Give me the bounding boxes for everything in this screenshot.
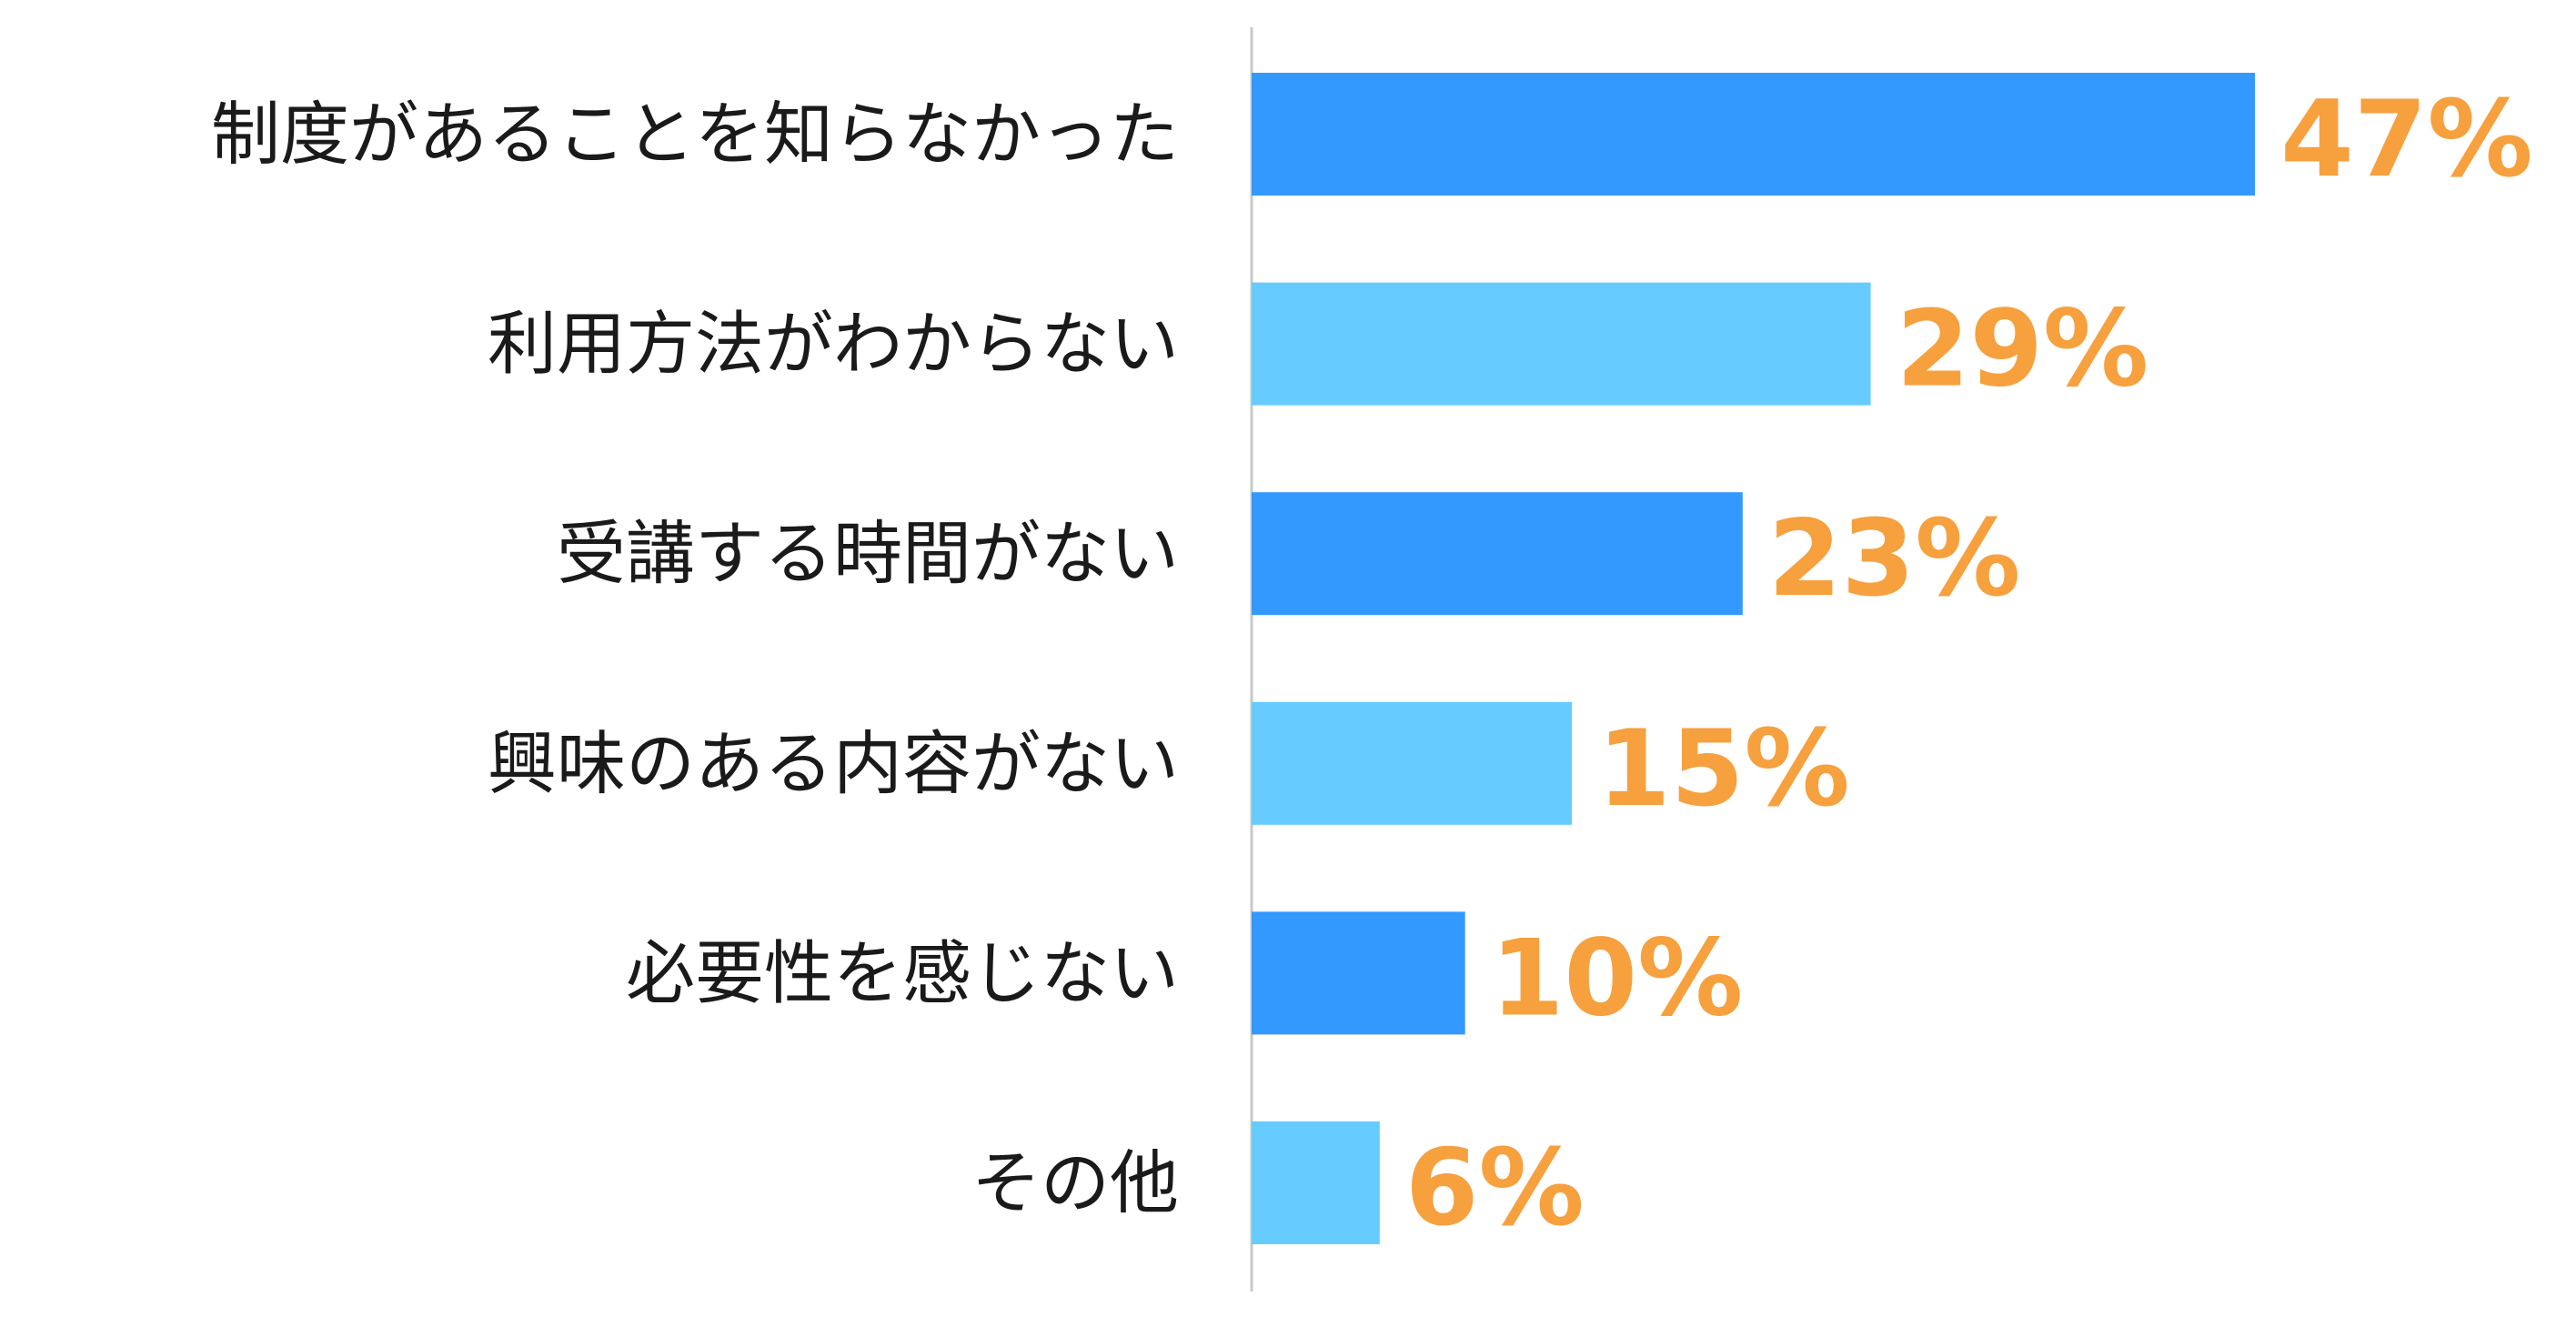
value-label-3: 15% — [1597, 708, 1850, 830]
category-label-2: 受講する時間がない — [557, 513, 1179, 594]
bar-1 — [1252, 282, 1871, 406]
bar-4 — [1252, 911, 1465, 1035]
bar-3 — [1252, 701, 1573, 825]
category-labels-layer: 制度があることを知らなかった利用方法がわからない受講する時間がない興味のある内容… — [211, 94, 1179, 1223]
value-labels-layer: 47% 29% 23% 15% 10% 6% — [1405, 78, 2533, 1250]
value-label-2: 23% — [1768, 498, 2021, 620]
bars-layer — [1252, 73, 2256, 1244]
value-label-0: 47% — [2280, 78, 2533, 201]
category-label-0: 制度があることを知らなかった — [211, 94, 1179, 175]
value-label-5: 6% — [1405, 1127, 1585, 1250]
category-label-4: 必要性を感じない — [626, 932, 1179, 1013]
value-label-4: 10% — [1491, 917, 1744, 1040]
bar-2 — [1252, 492, 1743, 616]
bar-0 — [1252, 73, 2256, 196]
category-label-5: その他 — [971, 1142, 1179, 1223]
category-label-1: 利用方法がわからない — [488, 304, 1179, 385]
value-label-1: 29% — [1897, 288, 2149, 411]
category-label-3: 興味のある内容がない — [488, 723, 1179, 804]
bar-5 — [1252, 1121, 1380, 1244]
